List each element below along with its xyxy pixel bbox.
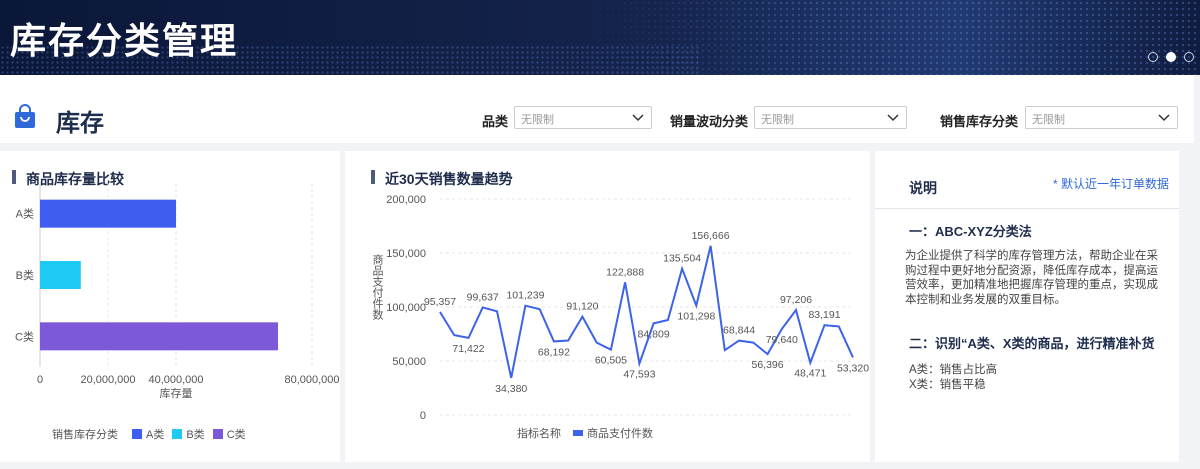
data-label: 84,809 [638,328,670,340]
shopping-bag-icon [15,104,35,128]
chevron-down-icon [887,114,899,122]
stock-panel-title: 商品库存量比较 [26,171,124,187]
notes-header: 说明 * 默认近一年订单数据 [875,151,1179,209]
data-label: 101,298 [677,311,715,323]
data-label: 53,320 [837,362,869,374]
stock-class-select[interactable]: 无限制 [1025,106,1178,129]
y-tick-label: 0 [420,410,426,422]
legend-title: 销售库存分类 [52,429,118,441]
page-body: 库存 品类 无限制 销量波动分类 无限制 销售库存分类 无限制 商品库存量比较 … [0,75,1200,469]
legend-label-a[interactable]: A类 [146,429,165,441]
series-line [439,245,854,379]
data-label: 68,192 [538,346,570,358]
bar-c [40,322,278,351]
data-label: 135,504 [663,253,701,265]
data-label: 95,357 [424,296,456,308]
chevron-down-icon [1158,114,1170,122]
filter-bar: 库存 品类 无限制 销量波动分类 无限制 销售库存分类 无限制 [0,75,1194,143]
y-tick-label: 50,000 [392,356,426,368]
sales-line-chart: 0 50,000 100,000 150,000 200,000 商品支付件数 95,357… [371,194,869,422]
title-accent-bar [371,170,375,184]
legend-swatch-line [573,430,583,436]
x-tick-label: 40,000,000 [148,374,203,386]
category-select-value: 无限制 [521,114,554,126]
legend-title: 指标名称 [517,428,561,440]
stock-legend: 销售库存分类 A类 B类 C类 [52,426,246,442]
legend-label-line[interactable]: 商品支付件数 [587,428,653,440]
y-axis-label: 商品支付件数 [371,253,384,321]
legend-label-b[interactable]: B类 [186,429,205,441]
y-tick-label: 100,000 [386,302,426,314]
section-title: 库存 [56,110,104,137]
banner-dot-pattern-lower [0,45,700,75]
legend-swatch-a [132,429,142,439]
data-label: 122,888 [606,266,644,278]
data-label: 47,593 [623,369,655,381]
data-label: 156,666 [692,230,730,242]
chevron-down-icon [632,114,644,122]
banner-title: 库存分类管理 [10,20,239,61]
data-label: 99,637 [467,291,499,303]
y-tick-label: C类 [15,329,34,343]
volatility-select-value: 无限制 [761,114,794,126]
data-label: 97,206 [780,294,812,306]
notes-line-a: A类：销售占比高 [909,364,998,376]
data-label: 83,191 [808,309,840,321]
stock-class-select-value: 无限制 [1032,114,1065,126]
pager-dot-3[interactable] [1184,52,1194,62]
legend-swatch-c [212,429,223,439]
x-axis-label: 库存量 [160,386,193,400]
x-tick-label: 20,000,000 [80,374,135,386]
volatility-select[interactable]: 无限制 [754,106,907,129]
data-label: 48,471 [794,368,826,380]
filter-label-volatility: 销量波动分类 [670,114,749,129]
stock-comparison-panel: 商品库存量比较 0 20,000,000 40,000,000 80,000,000 A… [0,151,340,462]
data-label: 79,640 [766,334,798,346]
notes-title: 说明 [909,180,937,196]
data-label: 34,380 [495,383,527,395]
sales-trend-panel: 近30天销售数量趋势 0 50,000 100,000 150,000 200,000 商… [345,151,870,462]
data-label: 56,396 [751,359,783,371]
pager-dot-2[interactable] [1166,52,1176,62]
data-label: 101,239 [506,290,544,302]
trend-panel-title: 近30天销售数量趋势 [385,171,513,187]
notes-subtitle: * 默认近一年订单数据 [1052,177,1169,191]
data-label: 68,844 [723,325,755,337]
y-tick-label: A类 [16,207,34,221]
data-label: 60,505 [595,355,627,367]
data-label: 71,422 [452,343,484,355]
filter-label-stock-class: 销售库存分类 [940,114,1019,129]
carousel-pager [1148,52,1194,62]
notes-section2-title: 二：识别“A类、X类的商品，进行精准补货 [909,336,1155,351]
y-tick-label: B类 [16,268,34,282]
bar-b [40,261,81,289]
x-tick-label: 0 [37,374,43,386]
notes-panel: 说明 * 默认近一年订单数据 一：ABC-XYZ分类法 为企业提供了科学的库存管… [875,151,1179,462]
legend-label-c[interactable]: C类 [226,429,246,441]
pager-dot-1[interactable] [1148,52,1158,62]
banner: 库存分类管理 [0,0,1200,75]
trend-legend: 指标名称 商品支付件数 [517,425,653,441]
y-tick-label: 200,000 [386,194,426,206]
title-accent-bar [12,170,16,184]
notes-section1-body: 为企业提供了科学的库存管理方法，帮助企业在采购过程中更好地分配资源，降低库存成本… [905,250,1158,306]
banner-dot-pattern [580,0,1200,75]
data-label: 91,120 [566,301,598,313]
category-select[interactable]: 无限制 [514,106,652,129]
bar-a [40,199,176,228]
x-tick-label: 80,000,000 [284,374,339,386]
legend-swatch-b [172,429,183,439]
y-tick-label: 150,000 [386,248,426,260]
notes-section1-title: 一：ABC-XYZ分类法 [909,224,1032,239]
filter-label-category: 品类 [482,114,509,129]
notes-line-x: X类：销售平稳 [909,379,986,391]
